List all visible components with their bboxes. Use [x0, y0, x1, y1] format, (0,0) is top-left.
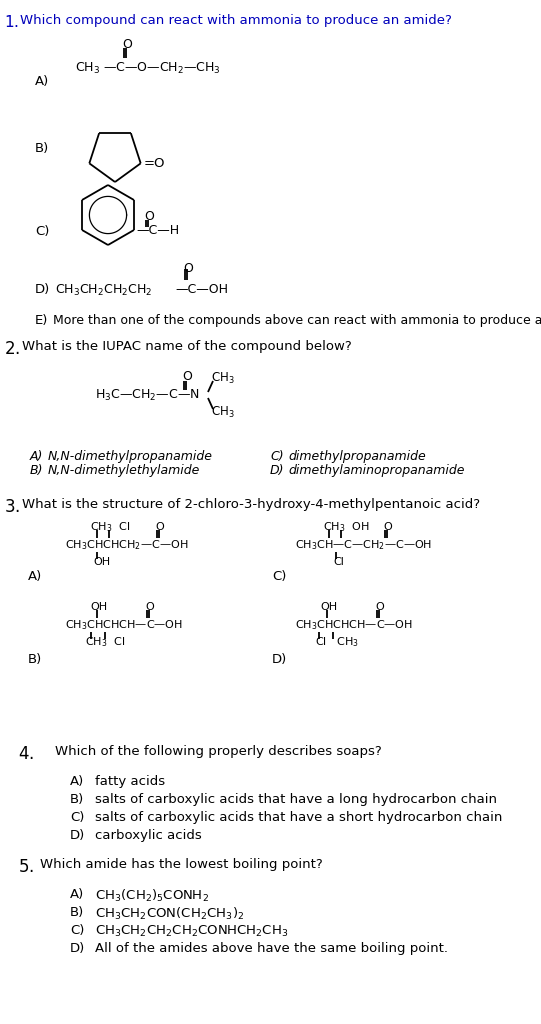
Text: $\it{5.}$: $\it{5.}$ [18, 858, 34, 876]
Text: B): B) [28, 653, 42, 666]
Text: CH$_3$: CH$_3$ [211, 371, 235, 386]
Text: E): E) [35, 314, 48, 327]
Text: A): A) [70, 775, 84, 788]
Text: Which of the following properly describes soaps?: Which of the following properly describe… [55, 745, 382, 758]
Text: CH$_3$CH$_2$CH$_2$CH$_2$: CH$_3$CH$_2$CH$_2$CH$_2$ [55, 283, 153, 298]
Text: O: O [145, 602, 154, 612]
Text: N,N-dimethylethylamide: N,N-dimethylethylamide [48, 464, 200, 477]
Text: $\it{2.}$: $\it{2.}$ [4, 340, 20, 358]
Text: C): C) [270, 450, 283, 463]
Text: =O: =O [144, 157, 165, 170]
Text: O: O [182, 371, 192, 384]
Text: O: O [155, 522, 164, 532]
Text: CH$_3$CH$_2$CON(CH$_2$CH$_3$)$_2$: CH$_3$CH$_2$CON(CH$_2$CH$_3$)$_2$ [95, 906, 245, 922]
Text: C): C) [35, 225, 49, 238]
Text: What is the IUPAC name of the compound below?: What is the IUPAC name of the compound b… [22, 340, 352, 353]
Text: dimethylaminopropanamide: dimethylaminopropanamide [288, 464, 465, 477]
Text: CH$_3$  Cl: CH$_3$ Cl [85, 635, 126, 649]
Text: C): C) [70, 811, 84, 824]
Text: O: O [144, 210, 154, 222]
Text: B): B) [30, 464, 43, 477]
Text: N,N-dimethylpropanamide: N,N-dimethylpropanamide [48, 450, 213, 463]
Text: carboxylic acids: carboxylic acids [95, 829, 202, 842]
Text: —C—H: —C—H [136, 223, 179, 237]
Text: C): C) [70, 924, 84, 937]
Text: C): C) [272, 570, 286, 583]
Text: A): A) [30, 450, 43, 463]
Text: More than one of the compounds above can react with ammonia to produce an amide.: More than one of the compounds above can… [53, 314, 541, 327]
Text: CH$_3$: CH$_3$ [75, 60, 100, 76]
Text: B): B) [35, 142, 49, 155]
Text: salts of carboxylic acids that have a short hydrocarbon chain: salts of carboxylic acids that have a sh… [95, 811, 503, 824]
Text: Which amide has the lowest boiling point?: Which amide has the lowest boiling point… [40, 858, 323, 871]
Text: dimethylpropanamide: dimethylpropanamide [288, 450, 426, 463]
Text: Cl: Cl [333, 557, 344, 567]
Text: CH$_3$(CH$_2$)$_5$CONH$_2$: CH$_3$(CH$_2$)$_5$CONH$_2$ [95, 888, 209, 904]
Text: $\it{1.}$: $\it{1.}$ [4, 14, 19, 30]
Text: CH$_3$  OH: CH$_3$ OH [323, 520, 370, 534]
Text: $\it{3.}$: $\it{3.}$ [4, 498, 20, 516]
Text: —C—O—CH$_2$—CH$_3$: —C—O—CH$_2$—CH$_3$ [103, 60, 221, 76]
Text: CH$_3$CH$_2$CH$_2$CH$_2$CONHCH$_2$CH$_3$: CH$_3$CH$_2$CH$_2$CH$_2$CONHCH$_2$CH$_3$ [95, 924, 288, 939]
Text: —C—OH: —C—OH [175, 283, 228, 296]
Text: CH$_3$CHCHCH—C—OH: CH$_3$CHCHCH—C—OH [65, 618, 183, 632]
Text: $\it{4.}$: $\it{4.}$ [18, 745, 34, 763]
Text: OH: OH [90, 602, 107, 612]
Text: What is the structure of 2-chloro-3-hydroxy-4-methylpentanoic acid?: What is the structure of 2-chloro-3-hydr… [22, 498, 480, 511]
Text: O: O [122, 39, 132, 51]
Text: A): A) [28, 570, 42, 583]
Text: All of the amides above have the same boiling point.: All of the amides above have the same bo… [95, 942, 448, 955]
Text: B): B) [70, 793, 84, 806]
Text: D): D) [70, 942, 85, 955]
Text: O: O [375, 602, 384, 612]
Text: CH$_3$CH—C—CH$_2$—C—OH: CH$_3$CH—C—CH$_2$—C—OH [295, 538, 432, 552]
Text: OH: OH [320, 602, 337, 612]
Text: Which compound can react with ammonia to produce an amide?: Which compound can react with ammonia to… [20, 14, 452, 27]
Text: D): D) [70, 829, 85, 842]
Text: CH$_3$: CH$_3$ [211, 404, 235, 420]
Text: O: O [183, 261, 193, 274]
Text: A): A) [70, 888, 84, 901]
Text: H$_3$C—CH$_2$—C—N: H$_3$C—CH$_2$—C—N [95, 387, 200, 402]
Text: B): B) [70, 906, 84, 919]
Text: salts of carboxylic acids that have a long hydrocarbon chain: salts of carboxylic acids that have a lo… [95, 793, 497, 806]
Text: OH: OH [93, 557, 110, 567]
Text: O: O [383, 522, 392, 532]
Text: Cl   CH$_3$: Cl CH$_3$ [315, 635, 359, 649]
Text: D): D) [35, 283, 50, 296]
Text: D): D) [270, 464, 285, 477]
Text: D): D) [272, 653, 287, 666]
Text: CH$_3$CHCHCH$_2$—C—OH: CH$_3$CHCHCH$_2$—C—OH [65, 538, 188, 552]
Text: A): A) [35, 75, 49, 88]
Text: CH$_3$CHCHCH—C—OH: CH$_3$CHCHCH—C—OH [295, 618, 413, 632]
Text: CH$_3$  Cl: CH$_3$ Cl [90, 520, 130, 534]
Text: fatty acids: fatty acids [95, 775, 165, 788]
